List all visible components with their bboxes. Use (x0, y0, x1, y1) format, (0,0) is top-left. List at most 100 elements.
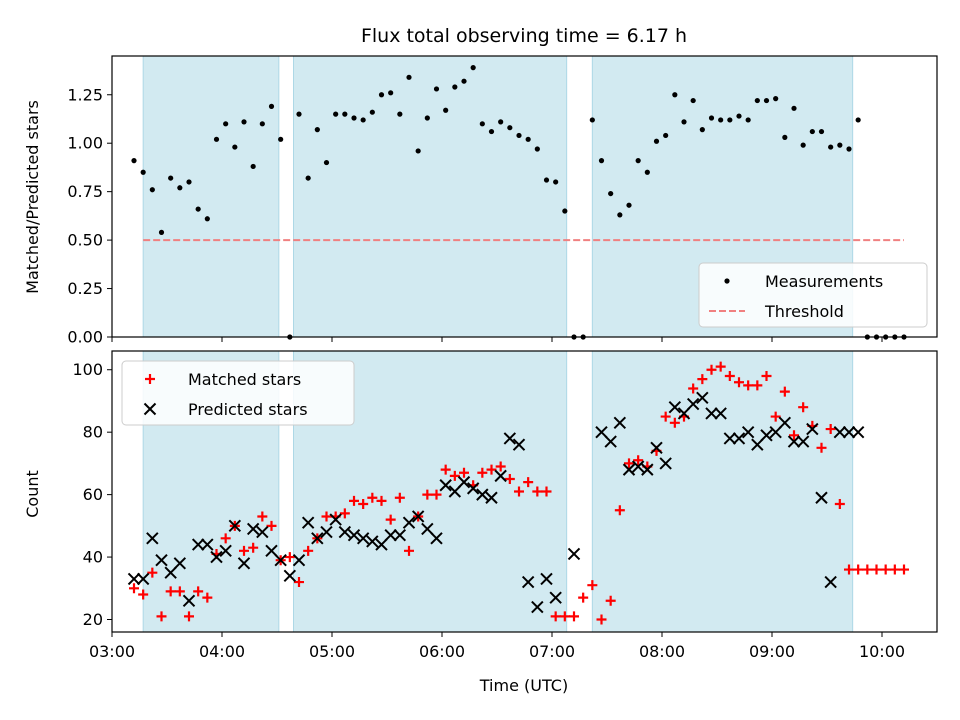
data-point (809, 128, 815, 135)
data-point (494, 469, 507, 483)
legend-label: Predicted stars (188, 400, 308, 419)
data-point (834, 498, 845, 509)
data-point (889, 564, 900, 575)
data-point (415, 148, 421, 154)
y-tick-label: 0.75 (67, 182, 103, 201)
data-point (191, 538, 205, 551)
data-point (131, 158, 137, 164)
data-point (257, 511, 268, 522)
data-point (292, 553, 306, 567)
data-point (672, 92, 678, 98)
data-point (567, 547, 581, 561)
data-point (430, 532, 443, 545)
axes-frame (111, 55, 938, 338)
x-tick-label: 06:00 (419, 642, 465, 661)
data-point (708, 115, 715, 121)
data-point (644, 169, 650, 175)
data-point (763, 97, 770, 104)
data-point (402, 516, 416, 529)
observing-window (142, 55, 280, 338)
data-point (624, 458, 634, 469)
data-point (880, 564, 891, 575)
data-point (899, 564, 909, 575)
data-point (824, 575, 837, 589)
data-point (356, 532, 370, 545)
data-point (724, 370, 735, 381)
data-point (156, 611, 167, 622)
data-point (669, 417, 680, 428)
data-point (851, 425, 865, 439)
data-point (650, 441, 663, 454)
data-point (541, 486, 552, 497)
data-point (155, 553, 168, 567)
data-point (525, 136, 531, 142)
data-point (248, 542, 259, 553)
data-point (384, 529, 397, 542)
legend-label: Matched stars (188, 370, 301, 389)
data-point (265, 544, 278, 558)
data-point (833, 425, 847, 439)
data-point (751, 438, 764, 451)
data-point (369, 109, 375, 115)
data-point (440, 464, 451, 475)
legend-box (698, 262, 928, 328)
data-point (404, 545, 414, 556)
data-point (342, 111, 348, 117)
y-tick-label: 40 (83, 548, 103, 567)
legend: Matched stars Predicted stars (121, 360, 355, 426)
data-point (237, 557, 251, 570)
data-point (723, 432, 737, 445)
data-point (770, 411, 781, 422)
data-point (301, 516, 315, 529)
x-tick-label: 04:00 (199, 642, 245, 661)
data-point (495, 461, 506, 472)
legend-marker (143, 402, 157, 416)
y-tick-label: 0.50 (67, 231, 103, 250)
data-point (681, 119, 687, 125)
legend-label: Measurements (765, 272, 883, 291)
data-point (796, 435, 810, 448)
data-point (598, 158, 605, 164)
data-point (283, 569, 297, 583)
data-point (828, 144, 834, 150)
data-point (745, 117, 751, 123)
data-point (660, 411, 671, 422)
data-point (378, 92, 385, 98)
data-point (274, 553, 287, 567)
data-point (578, 592, 589, 603)
data-point (338, 525, 352, 539)
data-point (294, 577, 304, 588)
data-point (614, 505, 625, 516)
data-point (562, 208, 568, 214)
data-point (778, 416, 792, 430)
data-point (514, 486, 524, 497)
top-panel: 0.00 0.25 0.50 0.75 1.00 1.25 Measurements Thre… (67, 55, 938, 347)
data-point (659, 457, 672, 470)
data-point (773, 96, 779, 102)
data-point (158, 229, 165, 235)
data-point (498, 119, 504, 125)
data-point (605, 595, 616, 606)
data-point (256, 525, 269, 539)
x-tick-label: 05:00 (309, 642, 355, 661)
data-point (232, 144, 238, 150)
data-point (320, 525, 333, 539)
data-point (853, 564, 864, 575)
series-predicted-stars (127, 391, 865, 614)
data-point (705, 407, 718, 420)
y-tick-label: 1.25 (67, 85, 103, 104)
data-point (347, 529, 361, 542)
data-point (228, 519, 242, 533)
data-point (439, 479, 452, 492)
legend: Measurements Threshold (698, 262, 928, 328)
legend-box (121, 360, 355, 426)
data-point (411, 510, 425, 523)
data-point (219, 544, 232, 558)
data-point (816, 442, 827, 453)
x-tick-label: 03:00 (89, 642, 135, 661)
data-point (443, 107, 449, 113)
data-point (147, 567, 158, 578)
data-point (165, 586, 176, 597)
data-point (339, 508, 350, 519)
data-point (663, 132, 669, 139)
